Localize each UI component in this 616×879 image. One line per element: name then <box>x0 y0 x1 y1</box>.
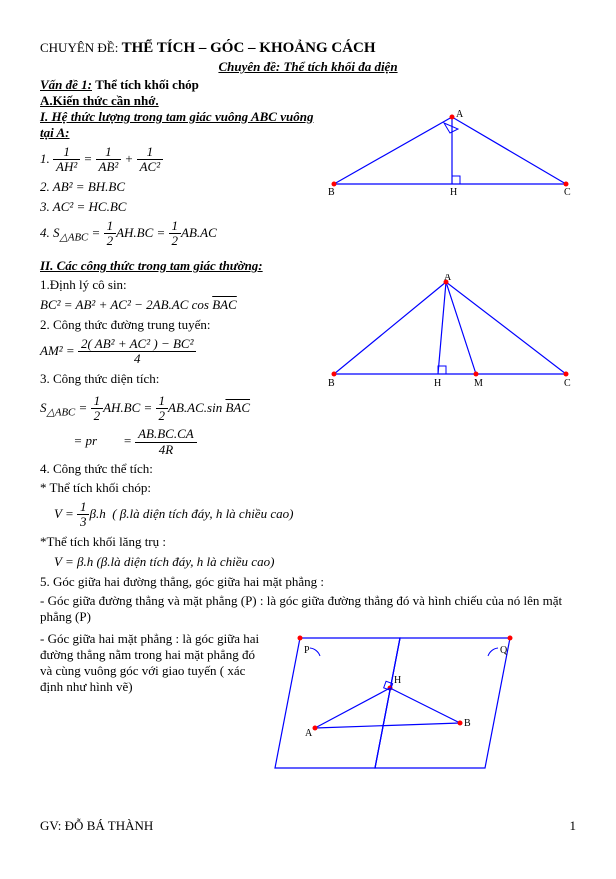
svg-text:A: A <box>444 274 452 283</box>
sec2-l5b: - Góc giữa hai mặt phẳng : là góc giữa h… <box>40 631 260 695</box>
section-1: I. Hệ thức lượng trong tam giác vuông AB… <box>40 109 576 252</box>
sec1-title: I. Hệ thức lượng trong tam giác vuông AB… <box>40 109 326 141</box>
svg-text:H: H <box>394 675 401 686</box>
svg-text:C: C <box>564 378 571 389</box>
svg-text:B: B <box>464 718 471 729</box>
area-formula: S△ABC = 12AH.BC = 12AB.AC.sin BAC <box>40 394 576 424</box>
svg-text:H: H <box>434 378 441 389</box>
formula-1: 1. 1AH² = 1AB² + 1AC² <box>40 145 326 175</box>
header-subtitle: Chuyên đề: Thể tích khối đa diện <box>40 59 576 75</box>
sec2-l3: 3. Công thức diện tích: <box>40 371 326 387</box>
sec2-l5: 5. Góc giữa hai đường thẳng, góc giữa ha… <box>40 574 576 590</box>
star2: *Thể tích khối lăng trụ : <box>40 534 576 550</box>
svg-text:M: M <box>474 378 483 389</box>
section-5b-row: - Góc giữa hai mặt phẳng : là góc giữa h… <box>40 628 576 788</box>
formula-2: 2. AB² = BH.BC <box>40 179 326 195</box>
sec2-l2: 2. Công thức đường trung tuyến: <box>40 317 326 333</box>
figure-3: P Q H A B <box>260 628 540 788</box>
section-a: A.Kiến thức cần nhớ. <box>40 93 576 109</box>
footer: GV: ĐỖ BÁ THÀNH 1 <box>40 818 576 834</box>
svg-text:B: B <box>328 378 335 389</box>
header-prefix: CHUYÊN ĐỀ: <box>40 40 118 55</box>
section-2-row: 1.Định lý cô sin: BC² = AB² + AC² − 2AB.… <box>40 274 576 390</box>
svg-text:A: A <box>305 728 313 739</box>
volume-pyramid: V = 13β.h ( β.là diện tích đáy, h là chi… <box>54 500 576 530</box>
header: CHUYÊN ĐỀ: THỂ TÍCH – GÓC – KHOẢNG CÁCH … <box>40 40 576 109</box>
area-formula-2: = pr = AB.BC.CA4R <box>54 427 576 457</box>
volume-prism: V = β.h (β.là diện tích đáy, h là chiều … <box>54 554 576 570</box>
svg-text:Q: Q <box>500 645 508 656</box>
svg-text:H: H <box>450 187 457 198</box>
svg-text:P: P <box>304 645 310 656</box>
svg-text:B: B <box>328 187 335 198</box>
sec2-l1: 1.Định lý cô sin: <box>40 277 326 293</box>
formula-3: 3. AC² = HC.BC <box>40 199 326 215</box>
header-title: THỂ TÍCH – GÓC – KHOẢNG CÁCH <box>122 40 376 56</box>
median-formula: AM² = 2( AB² + AC² ) − BC²4 <box>40 337 326 367</box>
svg-text:C: C <box>564 187 571 198</box>
sec2-l4: 4. Công thức thể tích: <box>40 461 576 477</box>
svg-text:A: A <box>456 109 464 120</box>
vande-text: Thể tích khối chóp <box>95 77 199 92</box>
vande-label: Vấn đề 1: <box>40 77 92 92</box>
footer-left: GV: ĐỖ BÁ THÀNH <box>40 818 153 834</box>
sec2-l5a: - Góc giữa đường thẳng và mặt phẳng (P) … <box>40 593 576 625</box>
figure-2: A B H M C <box>326 274 576 389</box>
formula-4: 4. S△ABC = 12AH.BC = 12AB.AC <box>40 219 326 249</box>
sec2-title: II. Các công thức trong tam giác thường: <box>40 258 576 274</box>
star1: * Thể tích khối chóp: <box>40 480 576 496</box>
page: CHUYÊN ĐỀ: THỂ TÍCH – GÓC – KHOẢNG CÁCH … <box>40 40 576 834</box>
figure-1: A B C H <box>326 109 576 199</box>
footer-right: 1 <box>570 818 577 834</box>
cosine-law: BC² = AB² + AC² − 2AB.AC cos BAC <box>40 297 326 313</box>
